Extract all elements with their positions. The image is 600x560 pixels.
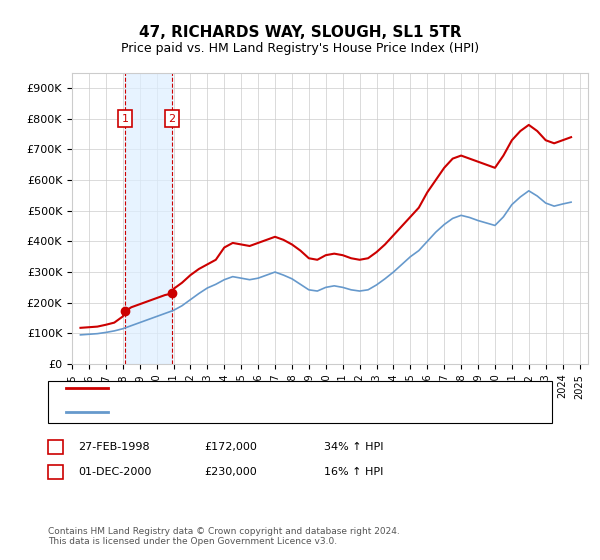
Text: 1: 1 <box>122 114 129 124</box>
Text: £172,000: £172,000 <box>204 442 257 452</box>
Text: HPI: Average price, detached house, Slough: HPI: Average price, detached house, Slou… <box>117 407 346 417</box>
Text: 2: 2 <box>52 467 59 477</box>
Text: 2: 2 <box>169 114 176 124</box>
Text: Contains HM Land Registry data © Crown copyright and database right 2024.
This d: Contains HM Land Registry data © Crown c… <box>48 526 400 546</box>
Text: 47, RICHARDS WAY, SLOUGH, SL1 5TR (detached house): 47, RICHARDS WAY, SLOUGH, SL1 5TR (detac… <box>117 382 410 393</box>
Text: Price paid vs. HM Land Registry's House Price Index (HPI): Price paid vs. HM Land Registry's House … <box>121 42 479 55</box>
Text: 1: 1 <box>52 442 59 452</box>
Bar <box>125 73 172 364</box>
Text: 47, RICHARDS WAY, SLOUGH, SL1 5TR: 47, RICHARDS WAY, SLOUGH, SL1 5TR <box>139 25 461 40</box>
Text: 01-DEC-2000: 01-DEC-2000 <box>78 467 151 477</box>
Text: 34% ↑ HPI: 34% ↑ HPI <box>324 442 383 452</box>
Text: £230,000: £230,000 <box>204 467 257 477</box>
Text: 16% ↑ HPI: 16% ↑ HPI <box>324 467 383 477</box>
Text: 27-FEB-1998: 27-FEB-1998 <box>78 442 149 452</box>
